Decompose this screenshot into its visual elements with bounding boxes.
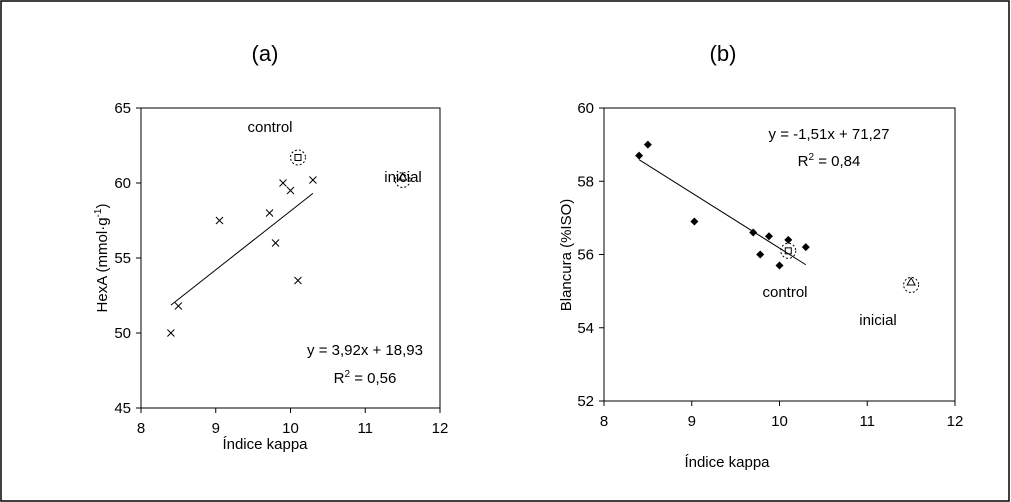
x-tick-label: 10	[771, 413, 788, 430]
chart-a-inicial-label: inicial	[384, 169, 422, 186]
data-point	[167, 329, 175, 337]
chart-b: (b) 8 9 10 11 12 52 54 56 58 60 Índice kappa Blan…	[558, 41, 963, 471]
chart-a-equation: y = 3,92x + 18,93	[307, 342, 423, 359]
data-point	[635, 151, 644, 160]
data-point	[174, 302, 183, 310]
y-tick-label: 50	[114, 325, 131, 342]
x-tick-label: 9	[212, 420, 220, 437]
chart-a-points	[167, 176, 317, 337]
y-tick-label: 45	[114, 400, 131, 417]
chart-a-trendline	[170, 192, 314, 306]
inicial-triangle	[397, 171, 408, 181]
data-point	[756, 250, 765, 259]
data-point	[215, 216, 224, 225]
data-point	[749, 228, 758, 237]
data-point	[801, 243, 810, 252]
chart-a-control-marker	[289, 149, 306, 166]
x-tick-label: 12	[432, 420, 449, 437]
x-tick-label: 10	[282, 420, 299, 437]
chart-b-equation: y = -1,51x + 71,27	[769, 126, 890, 143]
data-point	[764, 232, 773, 241]
chart-b-r2: R2 = 0,84	[798, 152, 861, 170]
x-tick-label: 11	[859, 413, 875, 430]
chart-a-control-label: control	[247, 119, 292, 136]
control-circle	[780, 242, 797, 259]
data-point	[279, 179, 287, 187]
inicial-triangle	[906, 276, 916, 286]
y-tick-label: 54	[577, 320, 594, 337]
data-point	[643, 140, 652, 149]
chart-b-inicial-marker	[903, 276, 920, 293]
chart-b-title: (b)	[710, 41, 737, 66]
y-tick-label: 55	[114, 250, 131, 267]
x-tick-label: 12	[947, 413, 964, 430]
control-square	[294, 154, 302, 161]
chart-a-r2: R2 = 0,56	[334, 369, 397, 387]
chart-a-xlabel: Índice kappa	[222, 436, 308, 453]
chart-b-xlabel: Índice kappa	[684, 454, 770, 471]
chart-b-control-marker	[780, 242, 797, 259]
chart-b-trendline	[638, 159, 807, 266]
chart-a-inicial-marker	[394, 171, 411, 188]
x-tick-label: 8	[137, 420, 145, 437]
y-tick-label: 65	[114, 100, 131, 117]
data-point	[286, 186, 295, 195]
chart-b-ylabel: Blancura (%ISO)	[558, 199, 575, 312]
chart-a-title: (a)	[252, 41, 279, 66]
chart-b-points	[635, 140, 810, 270]
data-point	[775, 261, 784, 270]
data-point	[309, 176, 317, 184]
control-circle	[289, 149, 306, 166]
chart-a-ticks: 8 9 10 11 12 45 50 55 60 65	[114, 100, 448, 437]
y-tick-label: 56	[577, 247, 594, 264]
data-point	[690, 217, 699, 226]
data-point	[271, 239, 280, 247]
data-point	[294, 276, 302, 285]
control-square	[784, 247, 792, 255]
data-point	[784, 235, 793, 244]
chart-b-inicial-label: inicial	[859, 312, 897, 329]
chart-a: (a) 8 9 10 11 12 45 50 55 60 65 Índice kappa HexA…	[93, 41, 448, 453]
y-tick-label: 60	[577, 100, 594, 117]
x-tick-label: 9	[688, 413, 696, 430]
chart-a-ylabel: HexA (mmol·g-1)	[93, 204, 111, 313]
x-tick-label: 8	[600, 413, 608, 430]
inicial-circle	[394, 172, 411, 188]
y-tick-label: 52	[577, 393, 594, 410]
y-tick-label: 58	[577, 173, 594, 190]
y-tick-label: 60	[114, 175, 131, 192]
chart-b-ticks: 8 9 10 11 12 52 54 56 58 60	[577, 100, 963, 430]
x-tick-label: 11	[357, 420, 373, 437]
chart-b-control-label: control	[762, 284, 807, 301]
inicial-circle	[903, 276, 920, 293]
data-point	[265, 209, 274, 217]
